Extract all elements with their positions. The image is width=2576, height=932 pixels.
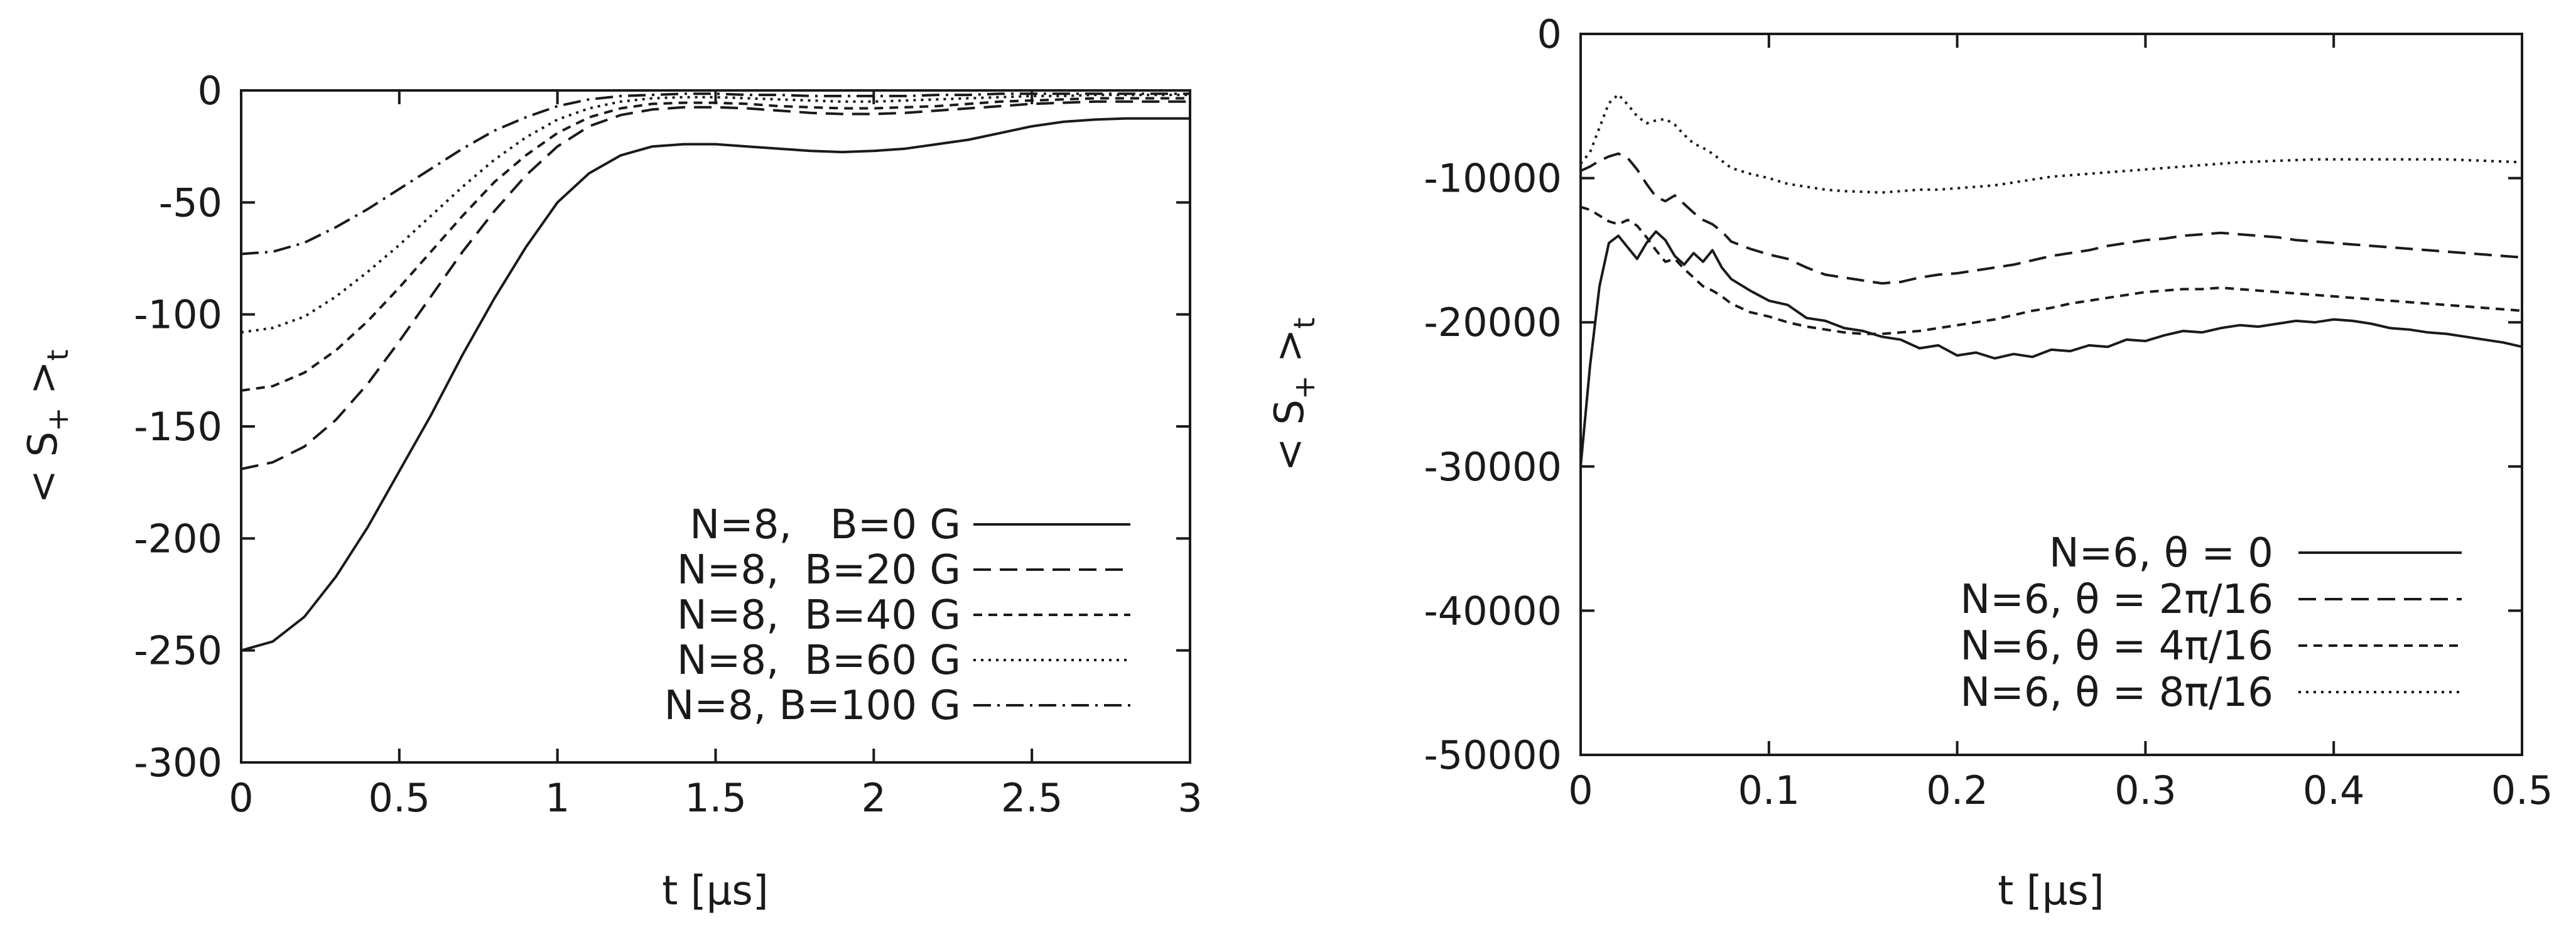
x-tick-label: 0.4 [2303,767,2365,813]
series-line [1581,152,2522,285]
series-line [241,92,1190,256]
series-line [241,100,1190,470]
x-tick-label: 2.5 [1001,775,1063,821]
y-tick-label: -250 [134,628,222,674]
x-tick-label: 0.5 [2491,767,2553,813]
legend-label: N=8, B=60 G [677,637,961,684]
series-line [1581,93,2522,194]
y-tick-label: -200 [134,516,222,561]
x-tick-label: 0.1 [1738,767,1800,813]
plot-frame [1579,33,2523,756]
x-tick-label: 0.3 [2114,767,2177,813]
x-tick-label: 1.5 [685,775,747,821]
series-line [241,117,1190,652]
chart-panel-right: 0 0.1 0.2 0.3 0.4 0.5 0 -10000 -20000 -30000 -4000… [1267,11,2553,914]
legend-label: N=6, θ = 4π/16 [1960,623,2273,669]
series-line [241,94,1190,334]
y-tick-label: -40000 [1424,588,1562,634]
x-tick-label: 0 [1568,767,1593,813]
x-tick-label: 0 [229,775,253,821]
legend-label: N=6, θ = 2π/16 [1960,577,2273,623]
y-tick-label: -10000 [1424,156,1562,202]
y-tick-label: -30000 [1424,444,1562,490]
legend-label: N=8, B=40 G [677,592,961,639]
legend-label: N=6, θ = 8π/16 [1960,669,2273,716]
y-tick-label: -100 [134,292,222,338]
y-tick-label: -150 [134,404,222,450]
y-axis-label: < S+ >t [1267,317,1321,471]
x-tick-label: 2 [862,775,886,821]
x-tick-label: 3 [1177,775,1202,821]
legend-label: N=8, B=20 G [677,547,961,593]
x-tick-label: 0.2 [1926,767,1988,813]
y-axis-label: < S+ >t [20,349,75,503]
series-line [1581,205,2522,335]
x-axis-label: t [µs] [1998,868,2104,914]
y-tick-label: 0 [198,68,222,114]
y-tick-label: -20000 [1424,300,1562,345]
x-axis-label: t [µs] [662,868,768,914]
y-tick-label: -50 [159,180,222,225]
y-tick-label: -300 [134,740,222,786]
y-tick-label: -50000 [1424,732,1562,778]
y-tick-label: 0 [1537,11,1562,57]
legend-label: N=8, B=0 G [690,502,961,548]
series-line [241,97,1190,392]
series-line [1581,230,2522,467]
legend-label: N=8, B=100 G [664,683,961,729]
legend-label: N=6, θ = 0 [2049,530,2273,577]
chart-panel-left: 0 0.5 1 1.5 2 2.5 3 0 -50 -100 -150 -200 -250 -300 N=… [20,68,1203,914]
x-tick-label: 1 [545,775,570,821]
x-tick-label: 0.5 [369,775,431,821]
